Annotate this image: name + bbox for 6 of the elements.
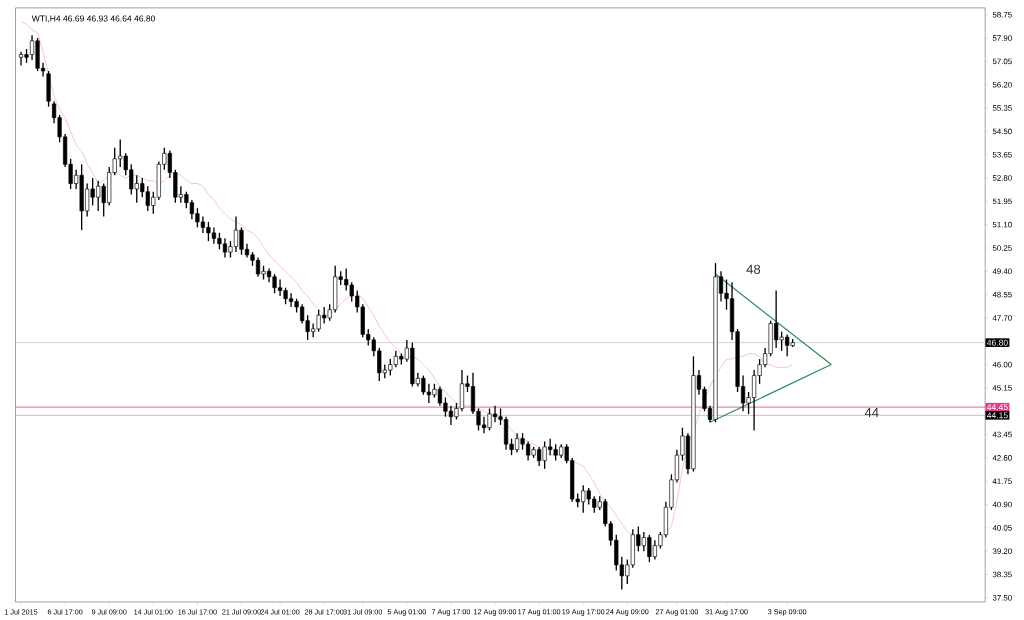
ref-line-label: 44.45	[986, 404, 1008, 411]
ref-line-label: 44.15	[986, 412, 1008, 419]
annotation: 44	[864, 408, 879, 418]
annotation: 48	[746, 264, 761, 274]
text: WTI,H4 46.69 46.93 46.64 46.80	[31, 15, 156, 23]
ref-line-label: 46.80	[986, 339, 1008, 346]
